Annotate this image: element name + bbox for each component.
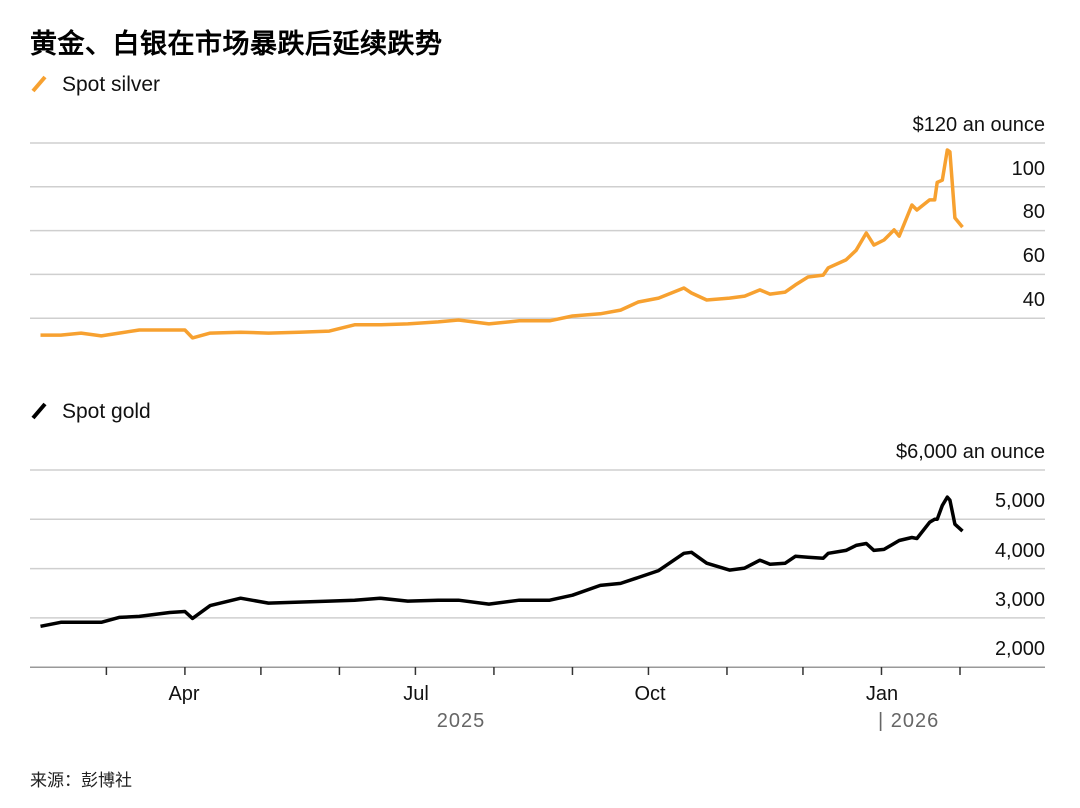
gold-legend-swatch: [31, 402, 47, 420]
silver-ytick: 60: [1023, 245, 1045, 267]
silver-panel: Spot silver $120 an ounce 100 80 60 40: [30, 73, 1045, 340]
gold-ytick: 4,000: [995, 540, 1045, 562]
silver-ytick: 40: [1023, 289, 1045, 311]
silver-unit-label: $120 an ounce: [913, 114, 1045, 136]
gold-ytick: 2,000: [995, 638, 1045, 660]
gold-unit-label: $6,000 an ounce: [896, 441, 1045, 463]
silver-legend-label: Spot silver: [62, 73, 160, 96]
gold-panel: Spot gold $6,000 an ounce 5,000 4,000 3,…: [30, 400, 1045, 668]
silver-legend-swatch: [31, 75, 47, 93]
silver-series-line: [40, 148, 964, 340]
gold-ytick: 5,000: [995, 490, 1045, 512]
gold-series-line: [40, 495, 964, 629]
year-label: | 2026: [878, 710, 939, 732]
x-tick-label: Jan: [866, 683, 898, 705]
x-axis: [105, 667, 961, 675]
x-tick-label: Apr: [168, 683, 199, 705]
silver-ytick: 100: [1012, 158, 1045, 180]
gold-legend-label: Spot gold: [62, 400, 151, 423]
x-tick-label: Oct: [634, 683, 666, 705]
x-tick-label: Jul: [403, 683, 429, 705]
source-note: 来源：彭博社: [30, 771, 132, 791]
year-label: 2025: [437, 710, 486, 732]
chart-title: 黄金、白银在市场暴跌后延续跌势: [30, 29, 443, 60]
gold-ytick: 3,000: [995, 589, 1045, 611]
silver-ytick: 80: [1023, 201, 1045, 223]
